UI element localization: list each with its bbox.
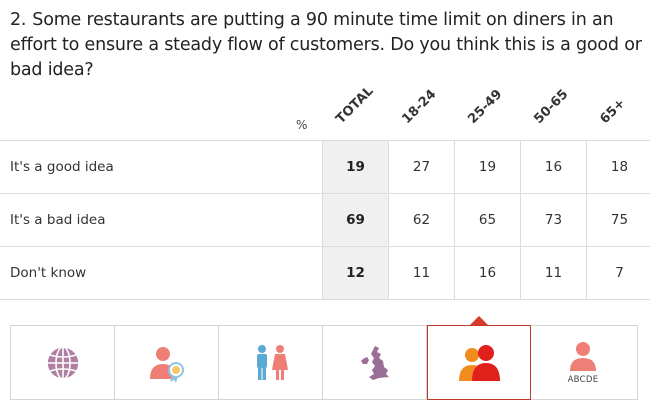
total-cell: 69: [322, 194, 388, 246]
question-text: 2. Some restaurants are putting a 90 minu…: [10, 8, 642, 83]
breakdown-tabs: ABCDE: [10, 325, 638, 400]
table-row: Don't know 12 11 16 11 7: [0, 246, 650, 300]
tab-social-grade[interactable]: ABCDE: [531, 326, 635, 399]
data-cell: 18: [586, 141, 650, 193]
data-cell: 73: [520, 194, 586, 246]
column-header: TOTAL: [333, 83, 377, 127]
question-number: 2.: [10, 10, 27, 30]
row-label: Don't know: [10, 265, 87, 281]
active-tab-caret: [470, 316, 488, 325]
data-cell: 11: [388, 247, 454, 299]
total-cell: 12: [322, 247, 388, 299]
row-label: It's a bad idea: [10, 212, 106, 228]
tab-overall[interactable]: [11, 326, 115, 399]
percent-label: %: [296, 118, 308, 132]
data-cell: 16: [454, 247, 520, 299]
tab-gender[interactable]: [219, 326, 323, 399]
tab-age[interactable]: [427, 325, 531, 400]
data-cell: 75: [586, 194, 650, 246]
gender-icon: [256, 344, 288, 380]
table-row: It's a good idea 19 27 19 16 18: [0, 140, 650, 193]
column-header: 65+: [597, 95, 629, 127]
social-grade-label: ABCDE: [567, 375, 599, 385]
data-cell: 27: [388, 141, 454, 193]
social-grade-icon: [570, 341, 596, 371]
question-body: Some restaurants are putting a 90 minute…: [10, 10, 642, 80]
uk-map-icon: [360, 345, 389, 380]
data-cell: 19: [454, 141, 520, 193]
total-cell: 19: [322, 141, 388, 193]
data-cell: 62: [388, 194, 454, 246]
tab-region[interactable]: [323, 326, 427, 399]
row-label: It's a good idea: [10, 159, 114, 175]
column-header: 18-24: [399, 86, 440, 127]
age-groups-icon: [459, 344, 500, 381]
data-cell: 11: [520, 247, 586, 299]
globe-icon: [45, 345, 80, 380]
person-award-icon: [149, 346, 184, 383]
tab-political[interactable]: [115, 326, 219, 399]
data-cell: 7: [586, 247, 650, 299]
column-header: 50-65: [531, 86, 572, 127]
column-header: 25-49: [465, 86, 506, 127]
data-cell: 65: [454, 194, 520, 246]
table-row: It's a bad idea 69 62 65 73 75: [0, 193, 650, 246]
data-cell: 16: [520, 141, 586, 193]
